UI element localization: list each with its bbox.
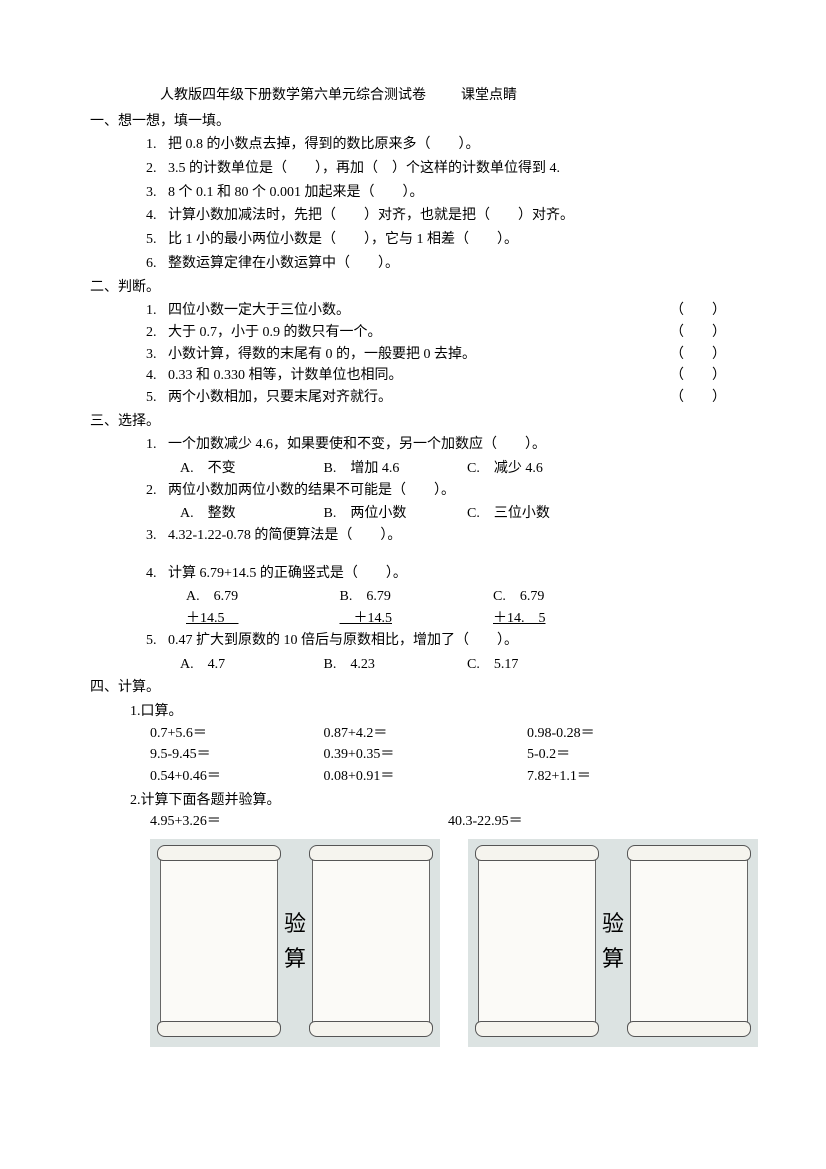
s4-problems: 4.95+3.26＝ 40.3-22.95＝ <box>150 811 746 833</box>
scroll-roll-icon <box>309 1021 433 1037</box>
title-main: 人教版四年级下册数学第六单元综合测试卷 <box>160 88 426 103</box>
scroll-roll-icon <box>475 845 599 861</box>
s3-q5: 5.0.47 扩大到原数的 10 倍后与原数相比，增加了（ ）。 <box>146 630 746 652</box>
s3-q2-opts: A. 整数 B. 两位小数 C. 三位小数 <box>180 503 746 525</box>
s3-q4-opts: A. 6.79 ＋14.5 B. 6.79 ＋14.5 C. 6.79 ＋14.… <box>186 586 746 629</box>
calc-row-1: 0.7+5.6＝ 0.87+4.2＝ 0.98-0.28＝ <box>150 723 746 745</box>
page-title: 人教版四年级下册数学第六单元综合测试卷 课堂点睛 <box>160 85 746 107</box>
s2-q5: 5.两个小数相加，只要末尾对齐就行。（ ） <box>146 387 746 409</box>
s1-q5: 5.比 1 小的最小两位小数是（ ），它与 1 相差（ ）。 <box>146 229 746 251</box>
scroll-label: 验算 <box>596 906 630 976</box>
scroll-label: 验算 <box>278 906 312 976</box>
section-1-header: 一、想一想，填一填。 <box>90 111 746 133</box>
scroll-pair-2: 验算 <box>468 839 758 1047</box>
scroll-roll-icon <box>627 1021 751 1037</box>
scroll-box <box>630 847 748 1035</box>
s1-q1: 1.把 0.8 的小数点去掉，得到的数比原来多（ ）。 <box>146 134 746 156</box>
s1-q2: 2.3.5 的计数单位是（ ），再加（ ）个这样的计数单位得到 4. <box>146 158 746 180</box>
s3-q1: 1.一个加数减少 4.6，如果要使和不变，另一个加数应（ ）。 <box>146 434 746 456</box>
scroll-box <box>312 847 430 1035</box>
s3-q5-opts: A. 4.7 B. 4.23 C. 5.17 <box>180 654 746 676</box>
s4-sub1-title: 1.口算。 <box>130 701 746 723</box>
s3-q2: 2.两位小数加两位小数的结果不可能是（ ）。 <box>146 480 746 502</box>
section-4-header: 四、计算。 <box>90 677 746 699</box>
section-3-header: 三、选择。 <box>90 411 746 433</box>
calc-row-2: 9.5-9.45＝ 0.39+0.35＝ 5-0.2＝ <box>150 744 746 766</box>
calc-row-3: 0.54+0.46＝ 0.08+0.91＝ 7.82+1.1＝ <box>150 766 746 788</box>
s3-q1-opts: A. 不变 B. 增加 4.6 C. 减少 4.6 <box>180 458 746 480</box>
s2-q2: 2.大于 0.7，小于 0.9 的数只有一个。（ ） <box>146 322 746 344</box>
scroll-roll-icon <box>627 845 751 861</box>
scroll-roll-icon <box>157 845 281 861</box>
s4-sub2-title: 2.计算下面各题并验算。 <box>130 790 746 812</box>
scroll-roll-icon <box>475 1021 599 1037</box>
title-suffix: 课堂点睛 <box>461 88 517 103</box>
s2-q4: 4.0.33 和 0.330 相等，计数单位也相同。（ ） <box>146 365 746 387</box>
scroll-pair-1: 验算 <box>150 839 440 1047</box>
scroll-workspace: 验算 验算 <box>150 839 746 1047</box>
s2-q1: 1.四位小数一定大于三位小数。（ ） <box>146 300 746 322</box>
scroll-roll-icon <box>309 845 433 861</box>
section-2-header: 二、判断。 <box>90 277 746 299</box>
scroll-roll-icon <box>157 1021 281 1037</box>
s1-q6: 6.整数运算定律在小数运算中（ ）。 <box>146 253 746 275</box>
scroll-box <box>160 847 278 1035</box>
s3-q4: 4.计算 6.79+14.5 的正确竖式是（ ）。 <box>146 563 746 585</box>
scroll-box <box>478 847 596 1035</box>
s3-q3: 3.4.32-1.22-0.78 的简便算法是（ ）。 <box>146 525 746 547</box>
s1-q4: 4.计算小数加减法时，先把（ ）对齐，也就是把（ ）对齐。 <box>146 205 746 227</box>
s1-q3: 3.8 个 0.1 和 80 个 0.001 加起来是（ ）。 <box>146 182 746 204</box>
s2-q3: 3.小数计算，得数的末尾有 0 的，一般要把 0 去掉。（ ） <box>146 344 746 366</box>
